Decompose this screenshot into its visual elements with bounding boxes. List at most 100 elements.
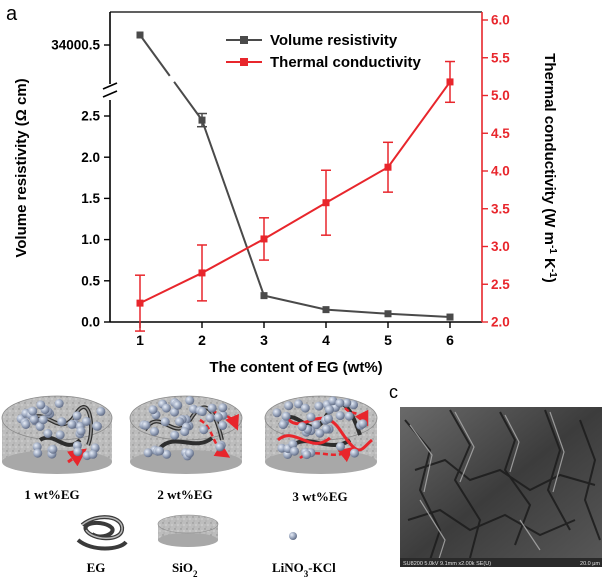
salt-particle: [150, 427, 159, 436]
salt-particle: [335, 411, 345, 421]
salt-particle: [170, 430, 180, 440]
salt-particle: [32, 442, 42, 452]
salt-particle: [284, 401, 294, 411]
salt-particle: [148, 405, 158, 415]
composite-disc-2: [129, 395, 243, 474]
salt-particle: [311, 420, 321, 430]
resistivity-point: [322, 306, 330, 314]
right-y-tick-label: 5.0: [491, 88, 510, 103]
salt-particle: [35, 422, 45, 431]
salt-particle: [43, 429, 53, 438]
salt-particle: [321, 424, 331, 434]
x-tick-label: 6: [446, 332, 454, 348]
salt-particle: [143, 448, 153, 458]
salt-particle: [55, 430, 65, 440]
salt-particle: [155, 446, 165, 456]
x-ticks: 1 2 3 4 5 6: [136, 322, 454, 348]
left-break-tick-label: 34000.5: [51, 38, 100, 53]
left-y-tick-label: 1.5: [81, 191, 100, 206]
resistivity-point: [198, 116, 206, 124]
salt-particle: [218, 421, 228, 430]
salt-particle: [93, 421, 102, 431]
left-y-ticks: 0.0 0.5 1.0 1.5 2.0 2.5: [81, 109, 110, 330]
salt-particle: [161, 403, 171, 413]
salt-label-suffix: -KCl: [308, 560, 336, 575]
salt-particle: [81, 416, 91, 426]
right-y-tick-label: 2.5: [491, 277, 510, 292]
x-tick-label: 2: [198, 332, 206, 348]
eg-legend-label: EG: [87, 560, 106, 575]
conductivity-point: [260, 235, 268, 243]
salt-particle: [281, 411, 291, 421]
salt-particle: [342, 398, 352, 408]
salt-particles-2: [139, 396, 228, 461]
salt-particle: [160, 417, 170, 427]
x-axis-title: The content of EG (wt%): [209, 359, 382, 376]
sample-label-2: 2 wt%EG: [157, 487, 212, 502]
right-axis-title-close: ): [541, 278, 558, 283]
salt-particle: [207, 403, 217, 413]
salt-particles-1: [16, 399, 106, 461]
salt-legend-label: LiNO3-KCl: [272, 560, 336, 577]
legend-marker-conductivity: [240, 58, 248, 66]
salt-particle: [218, 403, 228, 413]
salt-particle: [96, 406, 106, 416]
sio2-label-sub: 2: [193, 569, 198, 577]
series-layer: [135, 31, 455, 332]
salt-particle: [175, 417, 184, 427]
left-y-tick-label: 0.5: [81, 273, 100, 288]
left-y-tick-label: 0.0: [81, 315, 100, 330]
salt-particle: [323, 414, 333, 424]
x-tick-label: 3: [260, 332, 268, 348]
salt-particle: [344, 411, 354, 421]
conductivity-point: [384, 163, 392, 171]
salt-particle: [162, 449, 172, 459]
salt-particle: [324, 405, 334, 415]
x-tick-label: 4: [322, 332, 330, 348]
salt-label-sub: 3: [304, 569, 309, 577]
right-y-tick-label: 3.5: [491, 201, 510, 216]
salt-particle: [335, 398, 345, 408]
salt-particle: [272, 408, 282, 418]
salt-particle: [358, 419, 368, 429]
sio2-legend-label: SiO2: [172, 560, 198, 577]
salt-particle: [294, 399, 303, 409]
resistivity-point: [260, 292, 268, 300]
salt-particle: [199, 425, 209, 435]
sample-label-3: 3 wt%EG: [292, 489, 347, 504]
salt-particle: [215, 442, 225, 452]
resistivity-line-segment: [139, 34, 171, 77]
salt-particle: [205, 413, 215, 423]
salt-particle: [336, 442, 345, 451]
right-y-ticks: 2.0 2.5 3.0 3.5 4.0 4.5 5.0 5.5 6.0: [482, 13, 510, 330]
legend: Volume resistivity Thermal conductivity: [226, 32, 422, 71]
salt-particle: [278, 420, 288, 430]
salt-particle: [300, 403, 310, 413]
composite-disc-1: [1, 395, 113, 474]
panel-c-label: c: [389, 382, 398, 402]
salt-particle: [57, 417, 67, 427]
salt-particle: [170, 407, 179, 417]
salt-particle: [67, 419, 77, 429]
salt-particle: [29, 415, 39, 425]
conductivity-point: [322, 199, 330, 207]
right-y-tick-label: 4.0: [491, 164, 510, 179]
salt-particle: [349, 400, 359, 410]
salt-particle: [328, 396, 338, 406]
sample-label-1: 1 wt%EG: [24, 487, 79, 502]
salt-particle: [88, 449, 98, 459]
x-tick-label: 5: [384, 332, 392, 348]
salt-particle: [185, 396, 195, 405]
conductivity-point: [136, 299, 144, 307]
resistivity-point: [136, 31, 144, 39]
legend-label-conductivity: Thermal conductivity: [270, 54, 422, 71]
sem-image: SU8200 5.0kV 9.1mm x2.00k SE(U) 20.0 μm: [400, 407, 602, 567]
right-axis-title-main: Thermal conductivity (W m: [541, 53, 558, 245]
salt-label-main: LiNO: [272, 560, 304, 575]
sio2-legend-icon: [157, 514, 219, 547]
salt-particle: [180, 427, 190, 437]
salt-particle: [314, 401, 324, 411]
right-y-tick-label: 3.0: [491, 239, 510, 254]
resistivity-point: [446, 313, 454, 321]
